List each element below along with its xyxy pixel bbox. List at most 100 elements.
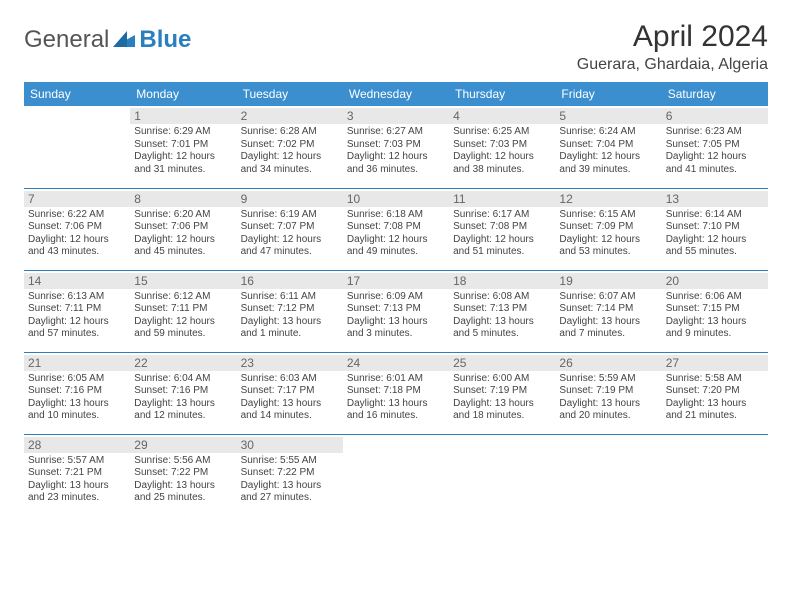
sunrise-line: Sunrise: 6:28 AM [241, 126, 339, 139]
calendar-table: Sunday Monday Tuesday Wednesday Thursday… [24, 82, 768, 516]
sunrise-line: Sunrise: 6:20 AM [134, 209, 232, 222]
calendar-row: 14Sunrise: 6:13 AMSunset: 7:11 PMDayligh… [24, 270, 768, 352]
daylight-line: Daylight: 13 hours and 16 minutes. [347, 398, 445, 423]
day-number: 7 [24, 191, 130, 207]
logo-icon [113, 29, 135, 52]
sunset-line: Sunset: 7:08 PM [347, 221, 445, 234]
calendar-cell: 29Sunrise: 5:56 AMSunset: 7:22 PMDayligh… [130, 434, 236, 516]
daylight-line: Daylight: 12 hours and 51 minutes. [453, 234, 551, 259]
daylight-line: Daylight: 13 hours and 27 minutes. [241, 480, 339, 505]
day-number: 15 [130, 273, 236, 289]
daylight-line: Daylight: 12 hours and 41 minutes. [666, 151, 764, 176]
weekday-header: Wednesday [343, 82, 449, 106]
sunrise-line: Sunrise: 6:06 AM [666, 291, 764, 304]
day-number: 17 [343, 273, 449, 289]
sunrise-line: Sunrise: 6:05 AM [28, 373, 126, 386]
sunrise-line: Sunrise: 6:12 AM [134, 291, 232, 304]
calendar-cell: 1Sunrise: 6:29 AMSunset: 7:01 PMDaylight… [130, 106, 236, 188]
sunset-line: Sunset: 7:04 PM [559, 139, 657, 152]
sunrise-line: Sunrise: 6:23 AM [666, 126, 764, 139]
daylight-line: Daylight: 13 hours and 3 minutes. [347, 316, 445, 341]
day-number: 12 [555, 191, 661, 207]
calendar-cell: 13Sunrise: 6:14 AMSunset: 7:10 PMDayligh… [662, 188, 768, 270]
daylight-line: Daylight: 12 hours and 36 minutes. [347, 151, 445, 176]
sunrise-line: Sunrise: 6:24 AM [559, 126, 657, 139]
sunset-line: Sunset: 7:03 PM [347, 139, 445, 152]
logo-word2: Blue [139, 26, 191, 53]
calendar-cell: . [343, 434, 449, 516]
logo: General Blue [24, 26, 191, 54]
daylight-line: Daylight: 13 hours and 1 minute. [241, 316, 339, 341]
weekday-header: Saturday [662, 82, 768, 106]
calendar-cell: 14Sunrise: 6:13 AMSunset: 7:11 PMDayligh… [24, 270, 130, 352]
sunset-line: Sunset: 7:01 PM [134, 139, 232, 152]
daylight-line: Daylight: 12 hours and 39 minutes. [559, 151, 657, 176]
calendar-cell: 17 Sunrise: 6:09 AMSunset: 7:13 PMDayligh… [343, 270, 449, 352]
day-number: 18 [449, 273, 555, 289]
month-title: April 2024 [577, 20, 768, 54]
day-number: 1 [130, 108, 236, 124]
day-number: 28 [24, 437, 130, 453]
sunrise-line: Sunrise: 6:03 AM [241, 373, 339, 386]
day-number: 6 [662, 108, 768, 124]
daylight-line: Daylight: 12 hours and 57 minutes. [28, 316, 126, 341]
calendar-cell: 11Sunrise: 6:17 AMSunset: 7:08 PMDayligh… [449, 188, 555, 270]
calendar-cell: 28Sunrise: 5:57 AMSunset: 7:21 PMDayligh… [24, 434, 130, 516]
calendar-cell: 8Sunrise: 6:20 AMSunset: 7:06 PMDaylight… [130, 188, 236, 270]
sunset-line: Sunset: 7:08 PM [453, 221, 551, 234]
sunrise-line: Sunrise: 6:09 AM [347, 291, 445, 304]
day-number: 2 [237, 108, 343, 124]
daylight-line: Daylight: 12 hours and 59 minutes. [134, 316, 232, 341]
calendar-row: 28Sunrise: 5:57 AMSunset: 7:21 PMDayligh… [24, 434, 768, 516]
sunrise-line: Sunrise: 6:18 AM [347, 209, 445, 222]
calendar-cell: 26Sunrise: 5:59 AMSunset: 7:19 PMDayligh… [555, 352, 661, 434]
day-number: 26 [555, 355, 661, 371]
sunrise-line: Sunrise: 6:27 AM [347, 126, 445, 139]
daylight-line: Daylight: 13 hours and 12 minutes. [134, 398, 232, 423]
sunset-line: Sunset: 7:17 PM [241, 385, 339, 398]
sunset-line: Sunset: 7:09 PM [559, 221, 657, 234]
weekday-header: Tuesday [237, 82, 343, 106]
calendar-row: 21 Sunrise: 6:05 AMSunset: 7:16 PM Dayligh… [24, 352, 768, 434]
calendar-row: 7 Sunrise: 6:22 AM Sunset: 7:06 PM Daylight… [24, 188, 768, 270]
day-number: 21 [24, 355, 130, 371]
sunrise-line: Sunrise: 5:59 AM [559, 373, 657, 386]
location: Guerara, Ghardaia, Algeria [577, 56, 768, 74]
weekday-header: Thursday [449, 82, 555, 106]
daylight-line: Daylight: 13 hours and 21 minutes. [666, 398, 764, 423]
day-number: 8 [130, 191, 236, 207]
sunrise-line: Sunrise: 6:08 AM [453, 291, 551, 304]
sunset-line: Sunset: 7:11 PM [28, 303, 126, 316]
calendar-cell: 4Sunrise: 6:25 AMSunset: 7:03 PMDaylight… [449, 106, 555, 188]
sunrise-line: Sunrise: 6:22 AM [28, 209, 126, 222]
sunrise-line: Sunrise: 6:04 AM [134, 373, 232, 386]
daylight-line: Daylight: 13 hours and 18 minutes. [453, 398, 551, 423]
sunset-line: Sunset: 7:22 PM [134, 467, 232, 480]
calendar-cell: 3Sunrise: 6:27 AMSunset: 7:03 PMDaylight… [343, 106, 449, 188]
sunset-line: Sunset: 7:03 PM [453, 139, 551, 152]
sunset-line: Sunset: 7:19 PM [453, 385, 551, 398]
logo-word1: General [24, 26, 109, 54]
calendar-cell: . [449, 434, 555, 516]
sunrise-line: Sunrise: 5:56 AM [134, 455, 232, 468]
calendar-cell: 6Sunrise: 6:23 AMSunset: 7:05 PMDaylight… [662, 106, 768, 188]
calendar-cell: 9Sunrise: 6:19 AMSunset: 7:07 PMDaylight… [237, 188, 343, 270]
calendar-cell: 30Sunrise: 5:55 AMSunset: 7:22 PMDayligh… [237, 434, 343, 516]
sunset-line: Sunset: 7:13 PM [347, 303, 445, 316]
day-number: 11 [449, 191, 555, 207]
sunset-line: Sunset: 7:13 PM [453, 303, 551, 316]
sunset-line: Sunset: 7:16 PM [28, 385, 126, 398]
daylight-line: Daylight: 12 hours and 55 minutes. [666, 234, 764, 259]
sunrise-line: Sunrise: 6:01 AM [347, 373, 445, 386]
sunrise-line: Sunrise: 6:14 AM [666, 209, 764, 222]
calendar-cell: 7Sunrise: 6:22 AMSunset: 7:06 PMDaylight… [24, 188, 130, 270]
weekday-header: Sunday [24, 82, 130, 106]
daylight-line: Daylight: 12 hours and 49 minutes. [347, 234, 445, 259]
daylight-line: Daylight: 13 hours and 5 minutes. [453, 316, 551, 341]
weekday-header: Friday [555, 82, 661, 106]
day-number: 20 [662, 273, 768, 289]
sunset-line: Sunset: 7:11 PM [134, 303, 232, 316]
weekday-header: Monday [130, 82, 236, 106]
day-number: 16 [237, 273, 343, 289]
sunset-line: Sunset: 7:06 PM [134, 221, 232, 234]
